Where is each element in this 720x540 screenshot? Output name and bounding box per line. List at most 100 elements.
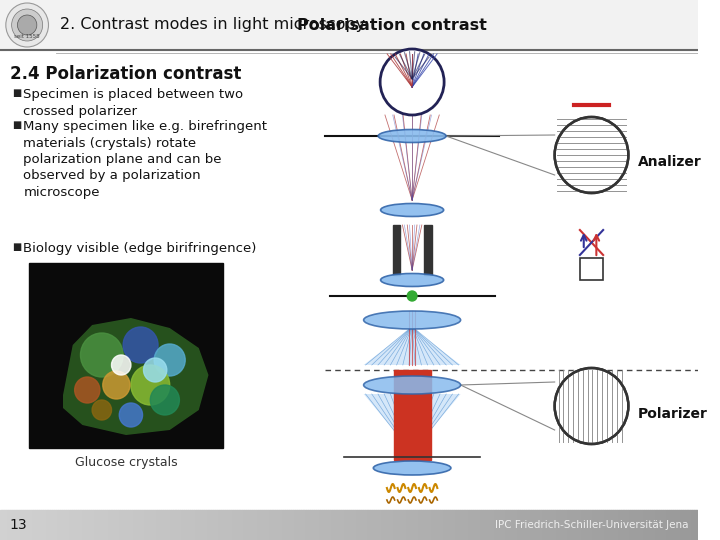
Bar xyxy=(652,510,654,540)
Bar xyxy=(688,510,690,540)
Circle shape xyxy=(112,355,131,375)
Bar xyxy=(181,510,182,540)
Bar xyxy=(219,510,221,540)
Circle shape xyxy=(131,365,170,405)
Bar xyxy=(590,510,592,540)
Bar xyxy=(229,510,231,540)
Bar xyxy=(37,510,39,540)
Bar xyxy=(99,510,101,540)
Bar xyxy=(215,510,217,540)
Circle shape xyxy=(150,385,179,415)
Bar xyxy=(194,510,196,540)
Bar xyxy=(562,510,564,540)
Bar xyxy=(535,510,537,540)
Bar xyxy=(405,510,408,540)
Bar xyxy=(153,510,155,540)
Text: Glucose crystals: Glucose crystals xyxy=(75,456,177,469)
Bar xyxy=(553,510,554,540)
Bar xyxy=(508,510,510,540)
Bar xyxy=(551,510,553,540)
Bar xyxy=(452,510,454,540)
Bar xyxy=(520,510,522,540)
Bar xyxy=(646,510,648,540)
Bar xyxy=(266,510,268,540)
Bar xyxy=(345,510,347,540)
Bar xyxy=(665,510,667,540)
Bar xyxy=(679,510,680,540)
Bar xyxy=(559,510,560,540)
Bar xyxy=(70,510,72,540)
Bar xyxy=(459,510,462,540)
Bar xyxy=(167,510,168,540)
Bar xyxy=(128,510,130,540)
Bar xyxy=(537,510,539,540)
Bar xyxy=(599,510,601,540)
Bar xyxy=(279,510,282,540)
Bar xyxy=(421,510,423,540)
Bar xyxy=(374,510,377,540)
Bar xyxy=(268,510,269,540)
Text: 13: 13 xyxy=(9,518,27,532)
Bar xyxy=(489,510,490,540)
Bar xyxy=(516,510,518,540)
Bar xyxy=(464,510,465,540)
Bar xyxy=(291,510,293,540)
Bar xyxy=(117,510,118,540)
Bar xyxy=(248,510,250,540)
Bar xyxy=(660,510,662,540)
Bar xyxy=(472,510,473,540)
Bar xyxy=(370,510,372,540)
Text: 2. Contrast modes in light microscopy:: 2. Contrast modes in light microscopy: xyxy=(60,17,374,32)
Bar xyxy=(394,370,431,460)
Bar xyxy=(0,510,2,540)
Bar xyxy=(440,510,442,540)
Bar xyxy=(45,510,47,540)
Bar xyxy=(364,510,366,540)
Bar xyxy=(132,510,134,540)
Polygon shape xyxy=(63,318,209,435)
Bar xyxy=(4,510,6,540)
Bar xyxy=(528,510,529,540)
Bar xyxy=(22,510,23,540)
Bar xyxy=(592,510,593,540)
Bar xyxy=(182,510,184,540)
Bar xyxy=(196,510,198,540)
Bar xyxy=(545,510,547,540)
Bar xyxy=(498,510,500,540)
Bar xyxy=(262,510,264,540)
Circle shape xyxy=(554,368,629,444)
Bar xyxy=(326,510,328,540)
Bar xyxy=(199,510,202,540)
Bar xyxy=(431,510,433,540)
Bar xyxy=(438,510,440,540)
Bar xyxy=(68,510,70,540)
Bar xyxy=(109,510,111,540)
Ellipse shape xyxy=(364,376,461,394)
Bar xyxy=(467,510,469,540)
Bar xyxy=(9,510,12,540)
Bar xyxy=(318,510,320,540)
Bar xyxy=(687,510,688,540)
Bar xyxy=(339,510,341,540)
Bar xyxy=(490,510,492,540)
Bar xyxy=(301,510,302,540)
Bar xyxy=(363,510,364,540)
Bar xyxy=(667,510,669,540)
Bar xyxy=(632,510,634,540)
Bar xyxy=(386,510,388,540)
Bar xyxy=(436,510,438,540)
Bar xyxy=(140,510,142,540)
Text: ■: ■ xyxy=(12,88,21,98)
Bar xyxy=(33,510,35,540)
Bar xyxy=(444,510,446,540)
Circle shape xyxy=(81,333,123,377)
Bar xyxy=(244,510,246,540)
Bar xyxy=(84,510,86,540)
Bar xyxy=(289,510,291,540)
Bar xyxy=(48,510,50,540)
Text: Polarizer: Polarizer xyxy=(638,407,708,421)
Bar xyxy=(202,510,204,540)
Bar xyxy=(355,510,357,540)
Bar xyxy=(621,510,623,540)
Bar xyxy=(580,510,582,540)
